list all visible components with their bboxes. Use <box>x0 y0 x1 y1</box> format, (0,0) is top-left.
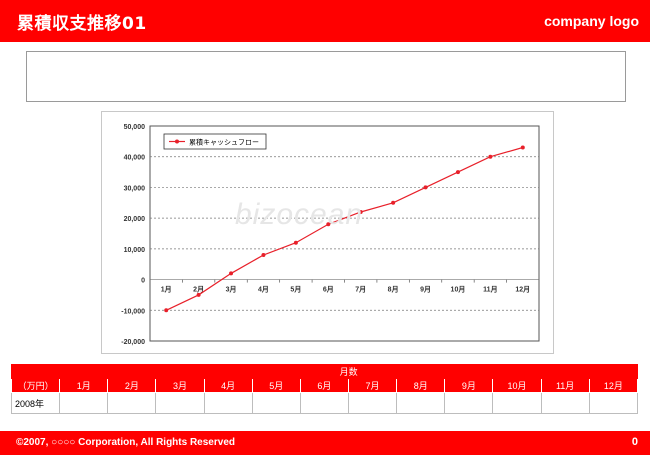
x-tick-label: 5月 <box>290 286 301 294</box>
table-month-header: 7月 <box>347 378 398 393</box>
table-cell[interactable] <box>59 392 109 414</box>
table-cell[interactable] <box>588 392 639 414</box>
table-group-header-row: 月数 <box>10 364 638 379</box>
table-cell[interactable] <box>251 392 301 414</box>
y-tick-label: -10,000 <box>121 308 145 315</box>
x-tick-label: 11月 <box>483 286 497 294</box>
table-month-header: 10月 <box>492 378 542 393</box>
y-tick-label: 0 <box>141 278 145 285</box>
chart-frame: -20,000 -10,000 0 10,000 20,000 30,000 40,000 5… <box>101 111 554 354</box>
page-title: 累積収支推移01 <box>17 14 147 34</box>
table-month-header: 3月 <box>155 378 205 393</box>
x-tick-label: 1月 <box>161 286 172 294</box>
y-tick-label: 30,000 <box>124 185 146 192</box>
table-cell[interactable] <box>540 392 590 414</box>
table-month-header-row: （万円） 1月 2月 3月 4月 5月 6月 7月 8月 9月 10月 11月 12月 <box>10 378 639 393</box>
plot-area <box>149 125 540 342</box>
x-tick-label: 2月 <box>193 286 204 294</box>
y-tick-label: 20,000 <box>124 216 146 223</box>
x-tick-label: 9月 <box>420 286 431 294</box>
table-unit-label: （万円） <box>10 378 61 393</box>
table-month-header: 12月 <box>588 378 639 393</box>
data-point <box>326 222 331 227</box>
x-tick-label: 4月 <box>258 286 269 294</box>
data-point <box>293 240 298 245</box>
data-point <box>391 200 396 205</box>
table-month-header: 11月 <box>540 378 590 393</box>
y-tick-label: 50,000 <box>124 124 146 131</box>
data-point <box>261 253 266 257</box>
data-point <box>520 145 525 150</box>
data-point <box>455 170 460 175</box>
x-tick-label: 7月 <box>355 286 366 294</box>
legend-marker <box>175 139 179 144</box>
copyright-text: ©2007, ○○○○ Corporation, All Rights Rese… <box>16 437 235 448</box>
table-month-header: 8月 <box>396 378 446 393</box>
table-group-header: 月数 <box>59 364 638 379</box>
series-line <box>165 146 523 311</box>
table-row-label: 2008年 <box>10 392 61 414</box>
table-cell[interactable] <box>107 392 157 414</box>
table-month-header: 1月 <box>59 378 109 393</box>
legend-box <box>163 133 267 150</box>
table-month-header: 6月 <box>299 378 349 393</box>
y-tick-label: -20,000 <box>121 339 145 346</box>
table-cell[interactable] <box>347 392 398 414</box>
monthly-table: 月数 （万円） 1月 2月 3月 4月 5月 6月 7月 8月 9月 10月 11月 12月 2008… <box>10 364 639 414</box>
table-row: 2008年 <box>10 392 639 414</box>
header-bar: 累積収支推移01 company logo <box>0 0 650 42</box>
x-tick-label: 6月 <box>323 286 334 294</box>
table-cell[interactable] <box>299 392 349 414</box>
table-month-header: 5月 <box>251 378 301 393</box>
page-number: 0 <box>631 436 638 448</box>
table-cell[interactable] <box>492 392 542 414</box>
line-chart: -20,000 -10,000 0 10,000 20,000 30,000 40,000 5… <box>121 124 540 346</box>
table-corner-cell <box>10 364 61 379</box>
table-cell[interactable] <box>444 392 494 414</box>
x-tick-label: 12月 <box>515 286 530 294</box>
x-tick-label: 8月 <box>388 286 399 294</box>
table-cell[interactable] <box>396 392 446 414</box>
legend-label: 累積キャッシュフロー <box>189 138 259 147</box>
data-point <box>229 271 234 276</box>
data-point <box>196 292 201 297</box>
data-point <box>358 210 363 214</box>
table-cell[interactable] <box>203 392 253 414</box>
data-point <box>488 154 493 159</box>
watermark: bizocean <box>235 198 364 231</box>
table-month-header: 4月 <box>203 378 253 393</box>
y-tick-label: 10,000 <box>124 247 146 254</box>
table-cell[interactable] <box>155 392 205 414</box>
comment-box[interactable] <box>26 51 626 102</box>
x-tick-label: 10月 <box>451 286 466 294</box>
footer-bar: ©2007, ○○○○ Corporation, All Rights Rese… <box>0 431 650 455</box>
data-point <box>423 185 428 190</box>
data-point <box>164 308 169 313</box>
table-month-header: 2月 <box>107 378 157 393</box>
y-tick-label: 40,000 <box>124 155 146 162</box>
x-tick-label: 3月 <box>226 286 237 294</box>
company-logo: company logo <box>544 13 639 29</box>
table-month-header: 9月 <box>444 378 494 393</box>
